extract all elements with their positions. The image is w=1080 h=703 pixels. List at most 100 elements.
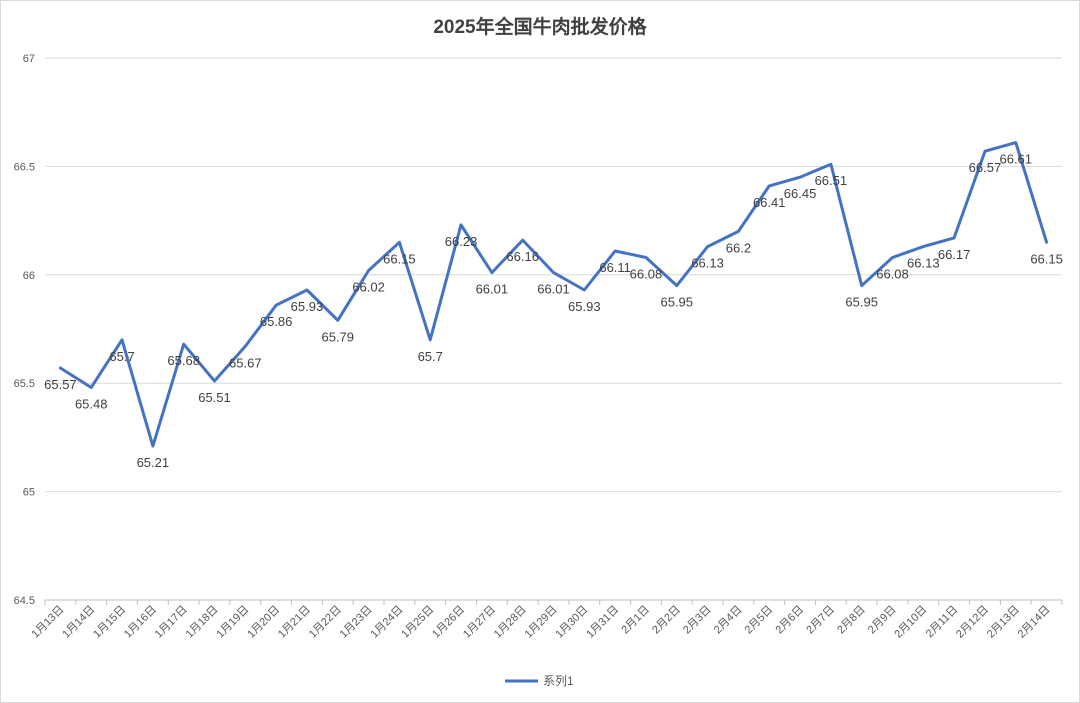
data-point [304,287,310,293]
data-point [828,161,834,167]
gridlines [45,57,1062,601]
x-tick-label: 1月29日 [523,604,560,641]
data-label: 65.7 [109,349,134,364]
x-tick-label: 1月22日 [307,604,344,641]
x-tick-label: 2月1日 [619,604,652,637]
data-point [951,235,957,241]
legend-label: 系列1 [543,674,574,688]
y-tick-label: 66.5 [14,161,35,173]
x-tick-label: 2月10日 [892,604,929,641]
x-tick-label: 1月14日 [60,604,97,641]
data-label: 66.61 [999,152,1032,167]
data-label: 66.13 [691,256,724,271]
data-label: 66.41 [753,195,786,210]
chart-title: 2025年全国牛肉批发价格 [433,17,647,38]
data-label: 66.15 [383,251,416,266]
data-label: 65.79 [321,329,354,344]
data-label: 66.08 [876,266,909,281]
series-line [58,141,1049,448]
data-label: 65.51 [198,390,231,405]
data-label: 66.17 [938,247,971,262]
x-tick-label: 2月14日 [1016,604,1053,641]
y-tick-label: 67 [23,53,35,65]
data-point [242,343,248,349]
data-point [335,317,341,323]
data-label: 65.86 [260,314,293,329]
legend[interactable]: 系列1 [505,674,574,688]
data-point [735,228,741,234]
x-tick-label: 2月2日 [650,604,683,637]
data-point [119,337,125,343]
x-tick-label: 2月12日 [954,604,991,641]
data-point [366,267,372,273]
data-label: 65.95 [660,295,693,310]
data-point [57,365,63,371]
x-tick-label: 2月5日 [743,604,776,637]
x-tick-label: 2月3日 [681,604,714,637]
data-point [982,148,988,154]
data-label: 66.16 [506,249,539,264]
x-tick-label: 1月16日 [122,604,159,641]
data-label: 66.02 [352,279,385,294]
data-labels: 65.5765.4865.765.2165.6865.5165.6765.866… [44,152,1063,471]
data-label: 65.21 [137,455,170,470]
x-tick-label: 1月31日 [584,604,621,641]
data-point [520,237,526,243]
data-point [551,270,557,276]
data-point [458,222,464,228]
x-tick-label: 2月4日 [712,604,745,637]
data-label: 66.01 [537,282,570,297]
data-point [705,244,711,250]
x-tick-label: 2月7日 [804,604,837,637]
data-point [150,443,156,449]
y-tick-label: 64.5 [14,595,35,607]
data-label: 66.15 [1030,251,1063,266]
y-axis: 64.5 65 65.5 66 66.5 67 [14,53,35,607]
data-label: 65.57 [44,377,77,392]
x-tick-label: 1月25日 [399,604,436,641]
x-tick-label: 1月30日 [553,604,590,641]
x-tick-label: 2月13日 [985,604,1022,641]
data-label: 65.68 [167,353,200,368]
x-tick-label: 2月11日 [924,604,960,640]
data-point [489,270,495,276]
data-point [212,378,218,384]
x-tick-label: 2月6日 [773,604,806,637]
x-tick-label: 1月21日 [276,604,313,641]
data-label: 65.93 [568,299,601,314]
data-point [1044,239,1050,245]
data-point [273,302,279,308]
x-tick-label: 1月13日 [30,604,67,641]
data-point [859,283,865,289]
data-point [427,337,433,343]
series-layer [57,141,1050,449]
x-tick-label: 1月17日 [153,604,190,641]
data-point [581,287,587,293]
data-label: 66.13 [907,256,940,271]
x-tick-label: 1月19日 [214,604,251,641]
data-point [181,341,187,347]
x-tick-label: 1月23日 [338,604,375,641]
y-tick-label: 65 [23,487,35,499]
data-label: 66.57 [969,160,1002,175]
data-label: 65.95 [845,295,878,310]
data-label: 66.23 [445,234,478,249]
data-point [797,174,803,180]
x-tick-label: 1月24日 [369,604,406,641]
y-tick-label: 65.5 [14,378,35,390]
data-point [643,254,649,260]
data-label: 66.01 [476,282,509,297]
data-point [920,244,926,250]
data-label: 65.67 [229,355,262,370]
data-label: 66.2 [726,240,751,255]
data-point [612,248,618,254]
data-point [674,283,680,289]
data-label: 65.48 [75,397,108,412]
data-label: 65.93 [291,299,324,314]
data-point [890,254,896,260]
x-axis: 1月13日1月14日1月15日1月16日1月17日1月18日1月19日1月20日… [30,600,1063,641]
data-label: 66.45 [784,186,817,201]
x-tick-label: 1月27日 [461,604,498,641]
data-label: 66.51 [815,173,848,188]
